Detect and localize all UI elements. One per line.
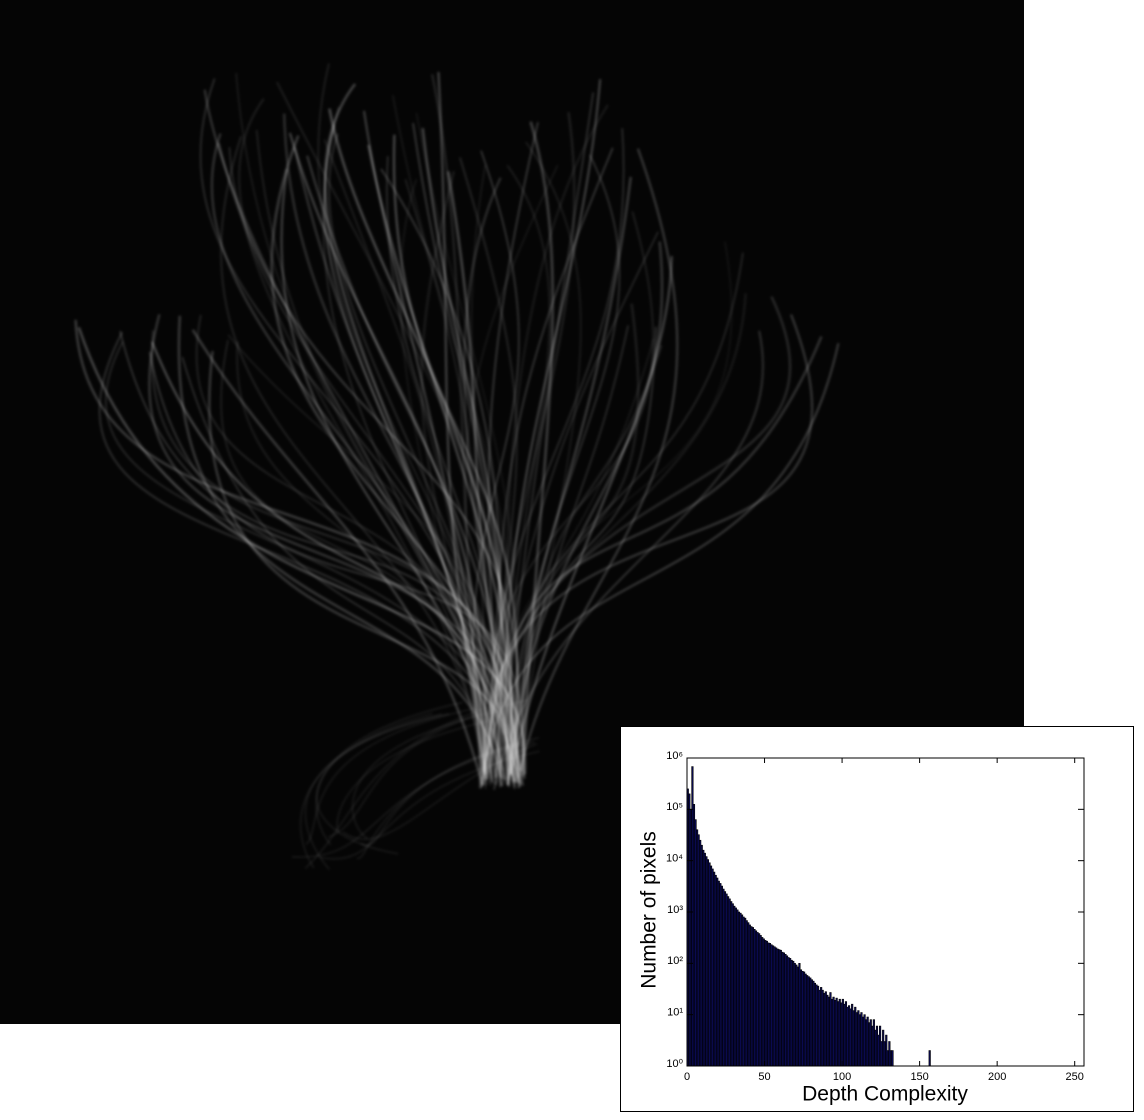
x-tick-label: 250: [1066, 1071, 1084, 1083]
fiber: [304, 701, 506, 869]
x-tick-label: 50: [758, 1071, 770, 1083]
y-axis-label: Number of pixels: [638, 831, 661, 989]
fiber: [511, 326, 657, 777]
fiber: [148, 314, 520, 788]
fiber: [200, 78, 498, 777]
x-tick-label: 150: [910, 1071, 928, 1083]
fiber: [304, 713, 450, 870]
bar: [928, 1050, 931, 1067]
fiber: [420, 170, 495, 784]
fiber: [276, 81, 513, 784]
fiber: [195, 314, 486, 774]
y-tick-label: 10¹: [667, 1007, 683, 1019]
fiber: [431, 74, 487, 772]
fiber: [521, 141, 582, 772]
fiber: [336, 720, 488, 833]
fiber: [323, 106, 513, 776]
fiber: [105, 341, 523, 772]
fiber: [181, 356, 501, 778]
fiber: [514, 303, 640, 775]
x-tick-label: 200: [988, 1071, 1006, 1083]
fiber: [208, 351, 517, 783]
fiber: [360, 737, 539, 846]
fiber: [149, 351, 524, 788]
fiber: [291, 741, 535, 858]
fiber: [328, 108, 513, 786]
fiber: [437, 72, 488, 781]
x-tick-label: 100: [833, 1071, 851, 1083]
fiber: [319, 750, 540, 860]
fiber: [356, 743, 521, 859]
x-tick-label: 0: [684, 1071, 690, 1083]
fiber: [471, 164, 494, 773]
fiber: [463, 177, 520, 771]
y-tick-label: 10³: [667, 904, 683, 916]
fiber: [342, 743, 537, 840]
y-tick-label: 10⁰: [666, 1058, 683, 1070]
fiber: [487, 147, 614, 775]
fiber: [315, 701, 463, 846]
y-tick-label: 10²: [667, 955, 683, 967]
fiber: [327, 699, 528, 838]
fiber: [517, 148, 679, 779]
bar: [891, 1050, 894, 1067]
x-axis-label: Depth Complexity: [802, 1083, 968, 1106]
fiber: [507, 325, 629, 779]
fiber: [256, 129, 493, 781]
fiber: [236, 341, 523, 784]
fiber: [119, 330, 509, 776]
fiber: [238, 98, 483, 780]
y-tick-label: 10⁴: [666, 853, 683, 865]
fiber: [505, 104, 609, 787]
fiber: [217, 142, 520, 775]
fiber: [305, 707, 475, 845]
fiber: [489, 293, 747, 786]
fiber: [412, 122, 509, 772]
fiber: [501, 154, 621, 787]
y-tick-label: 10⁶: [666, 750, 683, 762]
histogram: 0 50 100 150 200 250 10⁰ 10¹ 10² 10³ 10⁴ 10⁵ 10⁶: [666, 750, 1085, 1083]
fiber: [177, 315, 504, 780]
y-tick-label: 10⁵: [666, 801, 683, 813]
fiber-render: [74, 63, 840, 870]
